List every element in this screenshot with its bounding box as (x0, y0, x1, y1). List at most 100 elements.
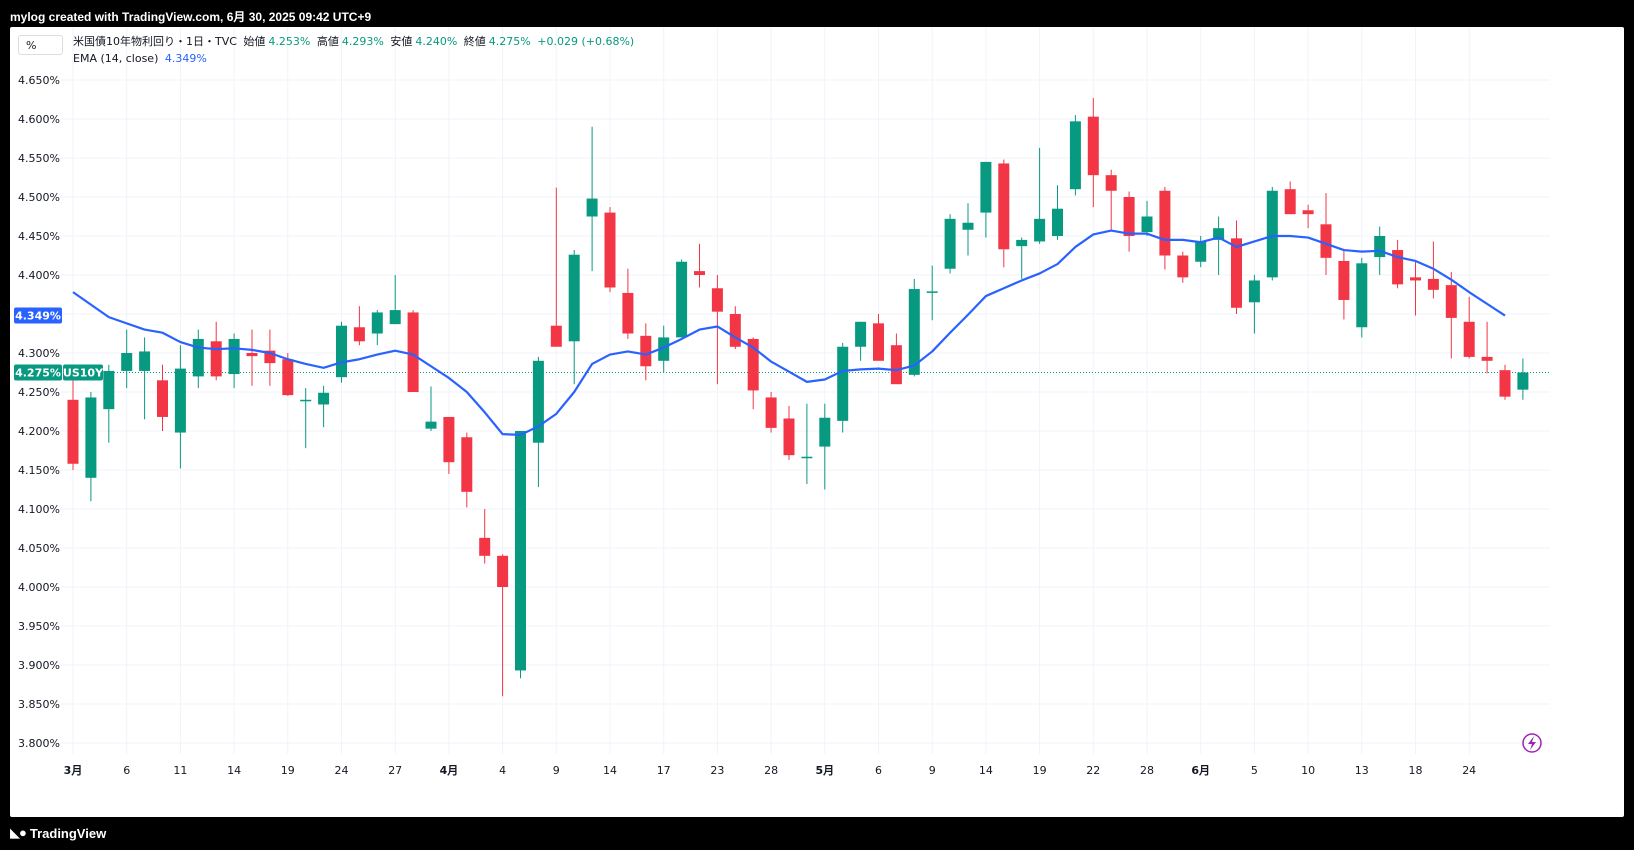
candle[interactable] (443, 416, 455, 474)
candle[interactable] (210, 321, 222, 381)
candle-body (1034, 218, 1046, 242)
candle[interactable] (1177, 251, 1189, 283)
candle[interactable] (1356, 257, 1368, 338)
candle[interactable] (801, 403, 813, 485)
candle[interactable] (1284, 181, 1296, 215)
candle[interactable] (640, 323, 652, 381)
candle[interactable] (497, 554, 509, 697)
candle[interactable] (174, 345, 186, 469)
candle[interactable] (676, 259, 688, 338)
candle[interactable] (264, 329, 276, 386)
candle[interactable] (1123, 191, 1135, 252)
candle[interactable] (1034, 147, 1046, 244)
candle[interactable] (121, 329, 133, 389)
candle[interactable] (1517, 358, 1529, 400)
legend-change: +0.029 (+0.68%) (537, 35, 635, 48)
candle[interactable] (1105, 169, 1117, 230)
y-tick-label: 3.850% (18, 698, 60, 711)
candle[interactable] (515, 431, 526, 679)
x-tick-label: 9 (929, 764, 936, 777)
candle[interactable] (819, 403, 831, 490)
ema-line[interactable] (72, 229, 1506, 436)
candle[interactable] (1231, 220, 1242, 314)
candle[interactable] (1159, 186, 1171, 270)
candle[interactable] (711, 275, 723, 385)
candle-body (855, 321, 867, 347)
candle[interactable] (228, 333, 240, 389)
candle[interactable] (855, 321, 867, 361)
candle[interactable] (353, 306, 365, 346)
candle[interactable] (1069, 115, 1081, 196)
candle[interactable] (157, 364, 168, 431)
candle[interactable] (1052, 185, 1063, 240)
candle[interactable] (85, 392, 97, 502)
candle[interactable] (1463, 296, 1475, 359)
candle[interactable] (1392, 239, 1404, 289)
candle[interactable] (926, 265, 938, 321)
y-tick-label: 4.200% (18, 425, 60, 438)
candle[interactable] (532, 356, 544, 488)
legend-low-value: 4.240% (415, 35, 458, 48)
candle[interactable] (1481, 321, 1493, 374)
candle[interactable] (908, 278, 920, 377)
candle[interactable] (479, 509, 491, 564)
candle[interactable] (980, 161, 992, 238)
candle[interactable] (944, 214, 956, 274)
candle[interactable] (246, 329, 258, 386)
candle[interactable] (962, 203, 974, 256)
candle[interactable] (103, 364, 115, 443)
candle[interactable] (192, 329, 204, 389)
x-tick-label: 19 (1033, 764, 1047, 777)
candle[interactable] (371, 310, 383, 346)
candle[interactable] (1338, 250, 1350, 320)
lightning-icon[interactable] (1522, 733, 1542, 753)
unit-selector[interactable]: % (18, 35, 63, 55)
candle[interactable] (694, 243, 705, 288)
candle[interactable] (389, 275, 401, 325)
candle[interactable] (1445, 271, 1457, 359)
candle-body (497, 555, 509, 587)
candle[interactable] (998, 159, 1010, 268)
candle[interactable] (747, 337, 759, 410)
candle[interactable] (1016, 237, 1028, 279)
candle[interactable] (890, 333, 902, 385)
candle[interactable] (1499, 364, 1511, 400)
x-tick-label: 11 (173, 764, 187, 777)
candle-body (873, 323, 884, 361)
y-tick-label: 3.900% (18, 659, 60, 672)
candle[interactable] (586, 126, 598, 272)
candle[interactable] (139, 337, 151, 420)
legend-row-ohlc: 米国債10年物利回り・1日・TVC 始値 4.253% 高値 4.293% 安値 4.… (73, 33, 637, 50)
candle[interactable] (1410, 260, 1421, 316)
candle[interactable] (318, 385, 330, 428)
candle[interactable] (425, 386, 437, 431)
candle[interactable] (1087, 97, 1099, 208)
candle[interactable] (300, 388, 312, 449)
x-tick-label: 14 (979, 764, 993, 777)
candle[interactable] (407, 310, 419, 392)
candle[interactable] (1266, 186, 1278, 281)
candle[interactable] (658, 325, 670, 373)
last-price-badge-text: 4.275% (15, 367, 61, 380)
candle[interactable] (1213, 216, 1225, 276)
candle[interactable] (1248, 275, 1260, 334)
candle[interactable] (765, 392, 777, 433)
candle[interactable] (622, 268, 634, 339)
candle[interactable] (336, 321, 347, 383)
candle[interactable] (1141, 200, 1153, 236)
candle[interactable] (837, 342, 849, 433)
candle[interactable] (461, 432, 473, 508)
candle[interactable] (1302, 204, 1314, 229)
candle[interactable] (1320, 193, 1332, 275)
candle[interactable] (873, 314, 884, 361)
candle[interactable] (568, 250, 580, 385)
candle[interactable] (67, 380, 79, 470)
candle[interactable] (604, 207, 616, 293)
legend-close-label: 終値 (463, 35, 486, 48)
candle[interactable] (729, 306, 741, 350)
candle[interactable] (550, 187, 562, 347)
candle-body (622, 292, 634, 334)
candle[interactable] (783, 406, 795, 460)
candlestick-chart[interactable]: 4.650%4.600%4.550%4.500%4.450%4.400%4.35… (10, 27, 1624, 817)
candle-body (192, 338, 204, 377)
